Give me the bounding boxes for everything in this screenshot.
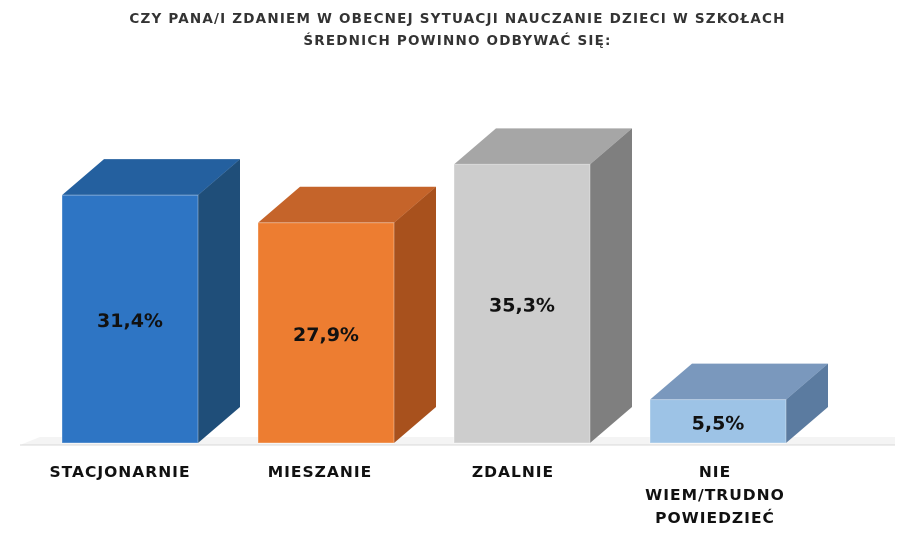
bar-edge [649,399,787,444]
value-label-2: 27,9% [293,324,359,346]
bar-side [590,128,632,443]
category-label-3: ZDALNIE [423,461,603,484]
category-label-2: MIESZANIE [230,461,410,484]
category-label-4: NIE WIEM/TRUDNO POWIEDZIEĆ [625,461,805,530]
bar-front [62,195,198,443]
bar-front [258,222,394,443]
bar-top [258,186,436,223]
bar-front [650,399,786,443]
bar-1 [61,159,240,444]
bar-top [454,128,632,165]
category-label-line: STACJONARNIE [49,463,191,481]
bars [61,128,828,444]
bar-side [786,363,828,443]
bar-edge [61,194,199,444]
chart-title-line-2: ŚREDNICH POWINNO ODBYWAĆ SIĘ: [303,33,612,49]
category-label-line: MIESZANIE [267,463,373,481]
bar-edge [257,222,395,444]
bar-top [62,159,240,196]
category-label-line: ZDALNIE [471,463,555,481]
value-labels: 31,4% 27,9% 35,3% 5,5% [97,295,744,435]
bar-side [198,159,240,443]
value-label-3: 35,3% [489,295,555,317]
bar-edge [453,163,591,444]
chart-title: CZY PANA/I ZDANIEM W OBECNEJ SYTUACJI NA… [0,8,915,52]
bar-3 [453,128,632,444]
bar-side [394,186,436,443]
value-label-1: 31,4% [97,310,163,332]
bar-2 [257,186,436,444]
chart-title-line-1: CZY PANA/I ZDANIEM W OBECNEJ SYTUACJI NA… [129,11,786,27]
category-label-line: WIEM/TRUDNO [645,486,785,504]
bar-top [650,363,828,400]
category-label-line: NIE [698,463,732,481]
bar-front [454,164,590,443]
category-label-1: STACJONARNIE [30,461,210,484]
category-label-line: POWIEDZIEĆ [655,509,775,527]
bar-4 [649,363,828,444]
value-label-4: 5,5% [692,412,745,434]
